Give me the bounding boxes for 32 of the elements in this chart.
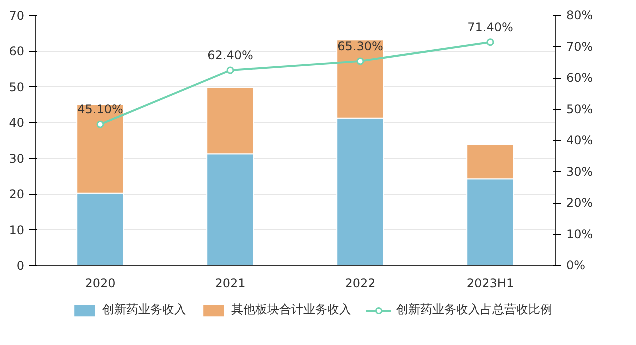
data-label: 45.10% — [78, 102, 124, 117]
y-tick-label: 60 — [9, 44, 25, 59]
y-tick-label: 40 — [9, 116, 25, 130]
point — [96, 120, 104, 128]
y-tick-label: 50 — [9, 80, 25, 94]
legend-label: 创新药业务收入 — [102, 302, 186, 318]
data-label: 65.30% — [338, 39, 384, 54]
y-tick-label: 10 — [9, 223, 25, 238]
y-tick-label: 0 — [16, 259, 25, 273]
legend-label: 其他板块合计业务收入 — [232, 302, 352, 318]
point — [486, 38, 494, 46]
point — [226, 66, 234, 74]
y-tick-label: 30 — [9, 152, 25, 166]
y2-tick-label: 50% — [566, 102, 594, 116]
point — [356, 58, 364, 66]
y-tick-label: 20 — [9, 188, 25, 202]
data-label: 62.40% — [208, 48, 254, 62]
y2-tick-label: 30% — [566, 164, 594, 179]
x-tick-label: 2023H1 — [466, 276, 514, 290]
x-tick-label: 2022 — [345, 276, 376, 290]
y-tick-label: 70 — [9, 9, 25, 23]
y2-tick-label: 70% — [566, 40, 594, 54]
x-tick-label: 2021 — [215, 276, 246, 290]
y2-tick-label: 80% — [566, 8, 594, 22]
legend-label: 创新药业务收入占总营收比例 — [396, 302, 552, 318]
y2-tick-label: 60% — [566, 71, 594, 85]
y2-tick-label: 10% — [566, 227, 594, 242]
data-label: 71.40% — [468, 20, 514, 34]
y2-tick-label: 20% — [566, 196, 594, 210]
y2-tick-label: 40% — [566, 134, 594, 148]
x-tick-label: 2020 — [85, 276, 116, 290]
y2-tick-label: 0% — [566, 258, 586, 272]
